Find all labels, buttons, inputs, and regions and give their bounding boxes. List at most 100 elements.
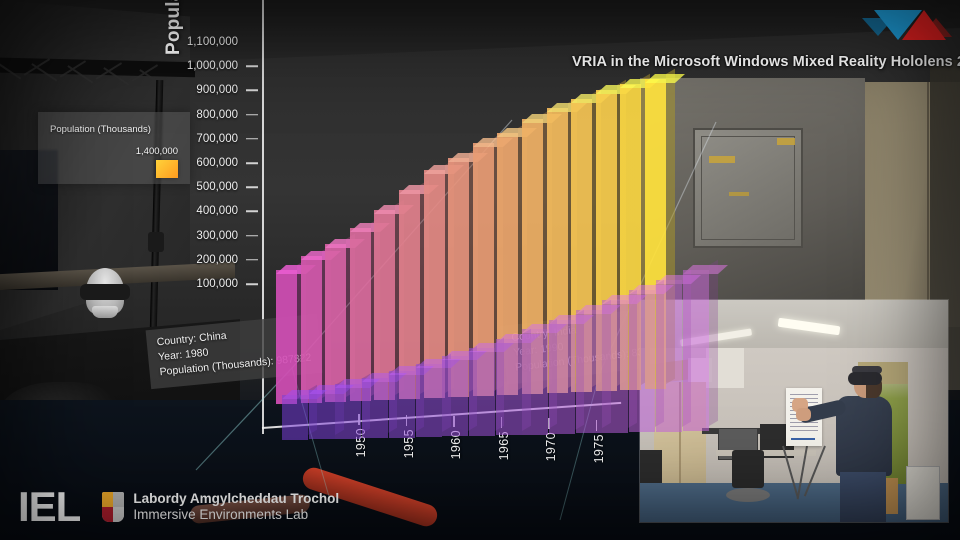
x-tick-label: 1975 (591, 433, 606, 463)
chart-bar[interactable] (308, 379, 354, 440)
info-label-icon (709, 156, 735, 163)
lab-name-lines: Labordy Amgylcheddau Trochol Immersive E… (133, 491, 339, 524)
bar-top-face (682, 264, 728, 274)
y-axis-ticks: 100,000 200,000 300,000 400,000 500,000 600,0… (180, 0, 264, 440)
logo-triangle-red (902, 10, 946, 40)
bar-front-face (442, 356, 469, 437)
electrical-panel-door (701, 136, 795, 240)
chart-bar[interactable] (602, 290, 648, 433)
pip-office-chair (732, 450, 764, 488)
university-shield-icon (102, 492, 125, 522)
y-tick-label: 900,000 (196, 84, 238, 97)
pip-chair-base (726, 488, 770, 502)
y-tick-mark (246, 234, 258, 237)
lamp-stand-knob (148, 232, 164, 252)
pip-flipchart-legs (780, 445, 832, 500)
bar-front-face (497, 132, 519, 395)
chart-bar[interactable] (335, 374, 381, 439)
y-tick-mark (246, 162, 258, 164)
pip-desk (716, 450, 816, 456)
y-tick-label: 800,000 (196, 108, 238, 121)
chart-bar[interactable] (549, 309, 594, 434)
bar-front-face (308, 389, 335, 440)
y-tick-mark (246, 186, 258, 188)
chart-bar[interactable] (442, 345, 488, 437)
bar-front-face (682, 269, 709, 431)
vria-logo-icon (858, 4, 952, 44)
lab-name-welsh: Labordy Amgylcheddau Trochol (133, 490, 340, 506)
bar-front-face (282, 395, 308, 440)
y-tick-label: 100,000 (196, 278, 238, 290)
lab-identity: Labordy Amgylcheddau Trochol Immersive E… (102, 491, 339, 524)
bar-top-face (645, 74, 685, 84)
bar-front-face (495, 338, 522, 436)
chart-bar[interactable] (682, 259, 728, 431)
bar-front-face (468, 347, 495, 436)
chart-bar[interactable] (448, 147, 489, 397)
pip-equipment-cart (906, 466, 940, 520)
y-tick-label: 1,100,000 (186, 36, 238, 48)
chart-bar[interactable] (300, 245, 341, 403)
iel-acronym: IEL (18, 483, 81, 530)
legend-title: Population (Thousands) (50, 124, 151, 135)
bar-front-face (575, 310, 602, 434)
bar-front-face (629, 290, 656, 433)
y-tick-mark (246, 259, 258, 261)
chart-bar[interactable] (282, 384, 327, 440)
bar-front-face (472, 143, 494, 396)
legend-panel[interactable]: Population (Thousands) 1,400,000 (38, 112, 190, 184)
bar-front-face (448, 157, 470, 397)
bar-front-face (325, 243, 347, 402)
chart-bar[interactable] (575, 299, 621, 434)
chart-bar[interactable] (399, 180, 439, 399)
vr-headset-base (92, 306, 118, 318)
y-tick-label: 300,000 (196, 229, 238, 242)
y-tick-mark (246, 283, 258, 285)
y-tick-label: 1,000,000 (186, 60, 238, 73)
legend-max-value: 1,400,000 (135, 146, 178, 157)
chart-bar[interactable] (388, 361, 434, 438)
pip-flipchart-mark (791, 438, 815, 440)
y-tick-label: 500,000 (196, 181, 238, 194)
bar-front-face (423, 170, 445, 398)
bar-front-face (349, 227, 371, 401)
y-tick-mark (246, 138, 258, 140)
chart-bar[interactable] (325, 233, 366, 402)
pip-person-legs (840, 472, 886, 522)
hololens-visor-icon (848, 372, 882, 385)
chart-bar[interactable] (522, 318, 568, 435)
lab-name-english: Immersive Environments Lab (133, 507, 309, 522)
bar-front-face (655, 279, 682, 432)
bar-front-face (522, 329, 549, 435)
chart-bar[interactable] (362, 367, 408, 439)
y-tick-mark (246, 89, 258, 92)
chart-bar[interactable] (629, 280, 675, 433)
bar-side-face (708, 259, 718, 426)
chart-bar[interactable] (415, 353, 461, 437)
vr-headset-visor (80, 284, 130, 300)
chart-bar[interactable] (468, 337, 514, 436)
y-tick-label: 200,000 (196, 253, 238, 266)
y-axis-line (262, 0, 264, 434)
bar-front-face (276, 269, 297, 404)
y-tick-mark (246, 210, 258, 213)
bar-front-face (374, 210, 396, 400)
chart-bar[interactable] (374, 200, 415, 400)
chart-bar[interactable] (423, 159, 464, 398)
chart-bar[interactable] (276, 259, 316, 404)
chart-bar[interactable] (495, 328, 541, 436)
warning-label-icon (777, 138, 795, 145)
chart-bar[interactable] (497, 122, 538, 395)
hololens-strap-icon (852, 366, 882, 374)
chart-bar[interactable] (655, 269, 701, 432)
y-tick-label: 600,000 (196, 157, 238, 169)
chart-bar[interactable] (472, 132, 513, 396)
bar-front-face (415, 364, 442, 437)
chart-bar[interactable] (349, 217, 390, 401)
y-tick-label: 400,000 (196, 205, 238, 218)
bar-front-face (399, 190, 420, 399)
bar-front-face (602, 300, 629, 433)
